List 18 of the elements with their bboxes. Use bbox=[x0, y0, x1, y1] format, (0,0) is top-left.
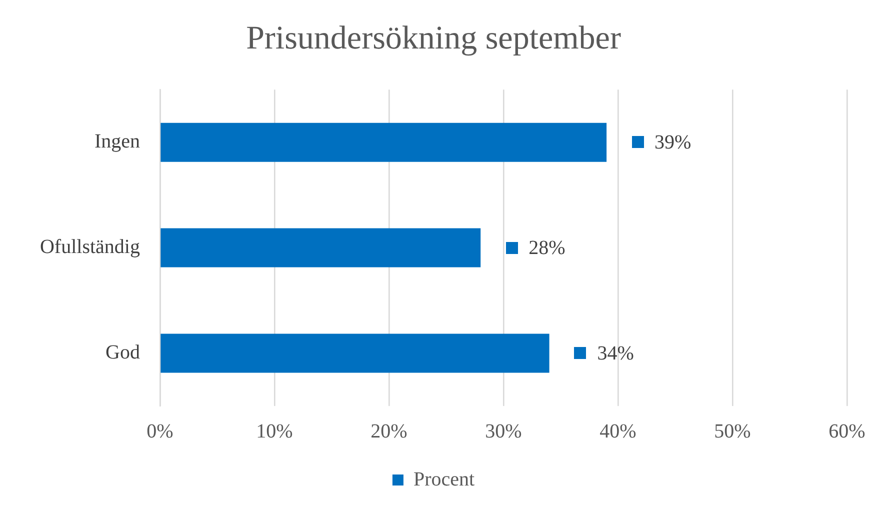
data-label: 28% bbox=[528, 237, 566, 260]
chart-title: Prisundersökning september bbox=[246, 20, 621, 56]
bar bbox=[160, 122, 607, 162]
y-tick-label: Ofullständig bbox=[40, 236, 140, 258]
x-tick-label: 60% bbox=[828, 420, 866, 442]
bar bbox=[160, 228, 481, 268]
y-tick-label: Ingen bbox=[94, 130, 140, 153]
x-tick-label: 10% bbox=[256, 420, 293, 442]
x-tick-label: 40% bbox=[600, 420, 636, 442]
x-tick-label: 20% bbox=[370, 420, 408, 442]
data-label: 39% bbox=[654, 132, 692, 154]
data-label: 34% bbox=[597, 342, 634, 365]
bar bbox=[160, 334, 550, 373]
legend-label: Procent bbox=[413, 468, 475, 490]
x-tick-label: 50% bbox=[714, 420, 751, 442]
x-tick-label: 0% bbox=[146, 420, 174, 442]
y-tick-label: God bbox=[106, 342, 140, 364]
x-tick-label: 30% bbox=[485, 420, 522, 442]
